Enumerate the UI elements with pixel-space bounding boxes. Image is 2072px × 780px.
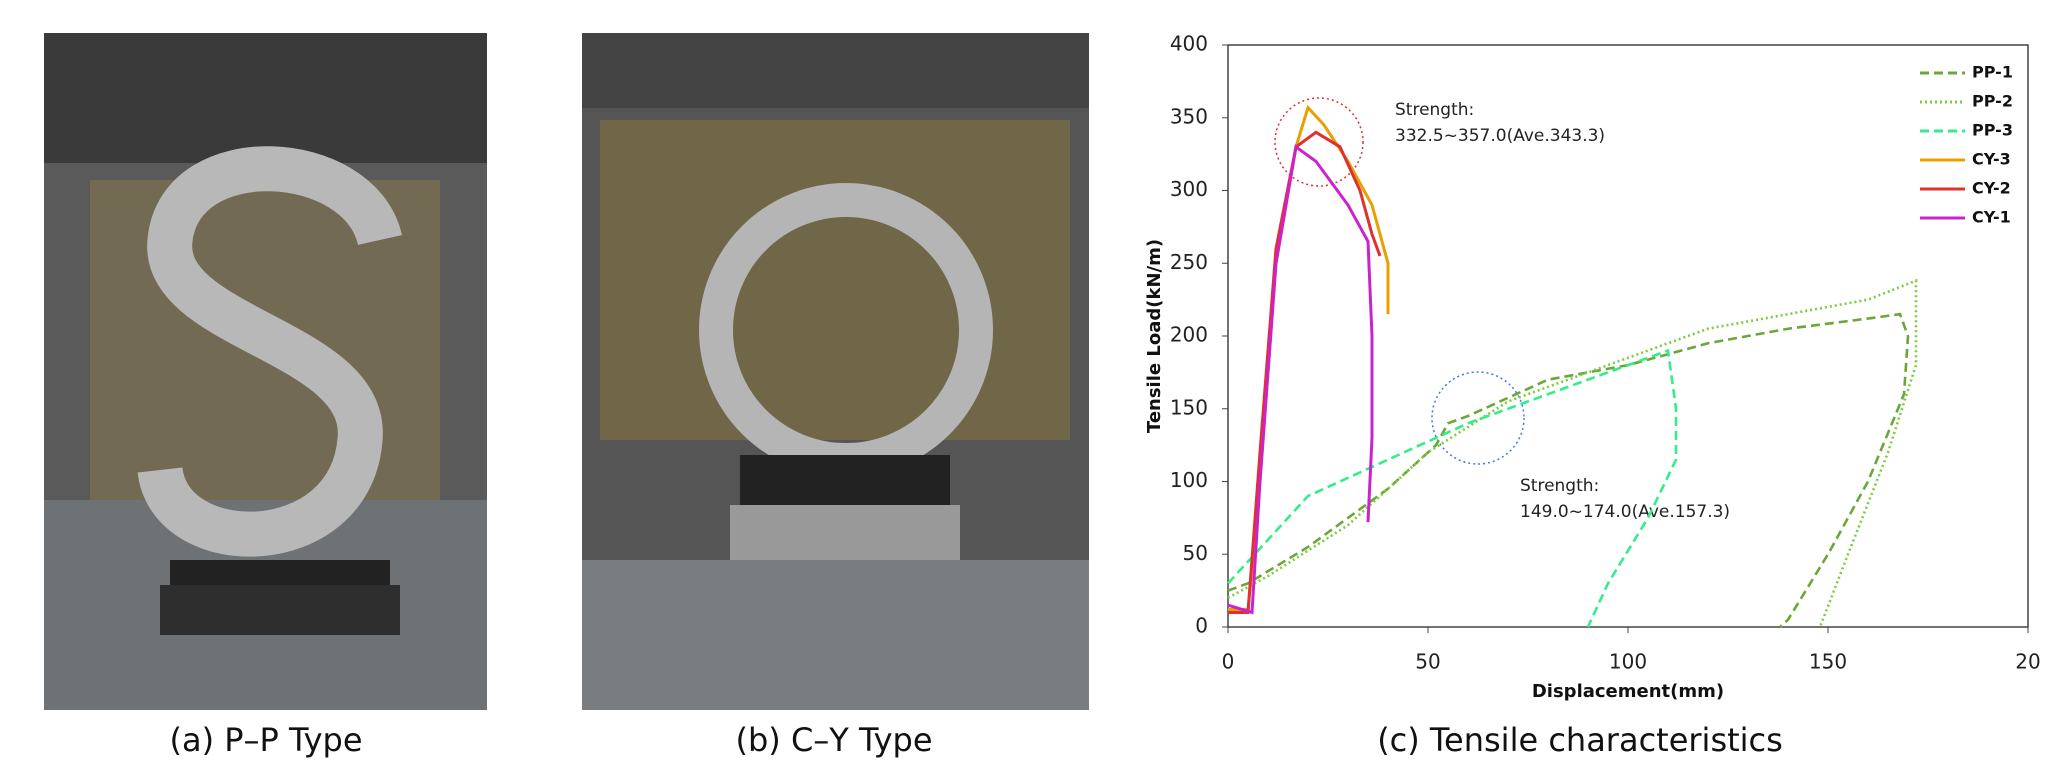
y-tick-label: 350 xyxy=(1170,104,1208,128)
annotation: Strength: xyxy=(1520,476,1599,496)
line-series xyxy=(1228,104,1390,612)
legend-label: PP-1 xyxy=(1972,63,2013,82)
photo-pp xyxy=(44,33,487,710)
x-tick-label: 150 xyxy=(1809,650,1847,674)
highlight-circle xyxy=(1431,371,1525,465)
highlight-circle xyxy=(1274,97,1364,187)
y-tick-label: 0 xyxy=(1195,614,1208,638)
annotation: 149.0~174.0(Ave.157.3) xyxy=(1520,502,1730,522)
y-tick-label: 200 xyxy=(1170,323,1208,347)
line-series xyxy=(1227,144,1374,615)
y-tick-label: 300 xyxy=(1170,177,1208,201)
x-tick-label: 50 xyxy=(1415,650,1440,674)
legend-label: PP-3 xyxy=(1972,121,2013,140)
legend-label: CY-1 xyxy=(1972,208,2011,227)
annotation: 332.5~357.0(Ave.343.3) xyxy=(1395,126,1605,146)
legend-label: PP-2 xyxy=(1972,92,2013,111)
caption: (a) P–P Type xyxy=(169,721,362,759)
x-tick-label: 20 xyxy=(2015,650,2040,674)
line-series xyxy=(1227,348,1678,628)
legend-label: CY-2 xyxy=(1972,179,2011,198)
y-tick-label: 100 xyxy=(1170,468,1208,492)
y-tick-label: 150 xyxy=(1170,395,1208,419)
x-tick-label: 100 xyxy=(1609,650,1647,674)
y-tick-label: 400 xyxy=(1170,32,1208,56)
y-tick-label: 50 xyxy=(1183,541,1208,565)
annotation: Strength: xyxy=(1395,100,1474,120)
line-series xyxy=(1227,312,1910,628)
legend-label: CY-3 xyxy=(1972,150,2011,169)
caption: (b) C–Y Type xyxy=(735,721,932,759)
y-axis-label: Tensile Load(kN/m) xyxy=(1144,239,1165,433)
line-series xyxy=(1227,278,1918,628)
caption: (c) Tensile characteristics xyxy=(1377,721,1783,759)
line-series xyxy=(1228,130,1382,614)
x-tick-label: 0 xyxy=(1222,650,1235,674)
x-axis-label: Displacement(mm) xyxy=(1532,681,1724,702)
y-tick-label: 250 xyxy=(1170,250,1208,274)
photo-cy xyxy=(582,33,1089,710)
